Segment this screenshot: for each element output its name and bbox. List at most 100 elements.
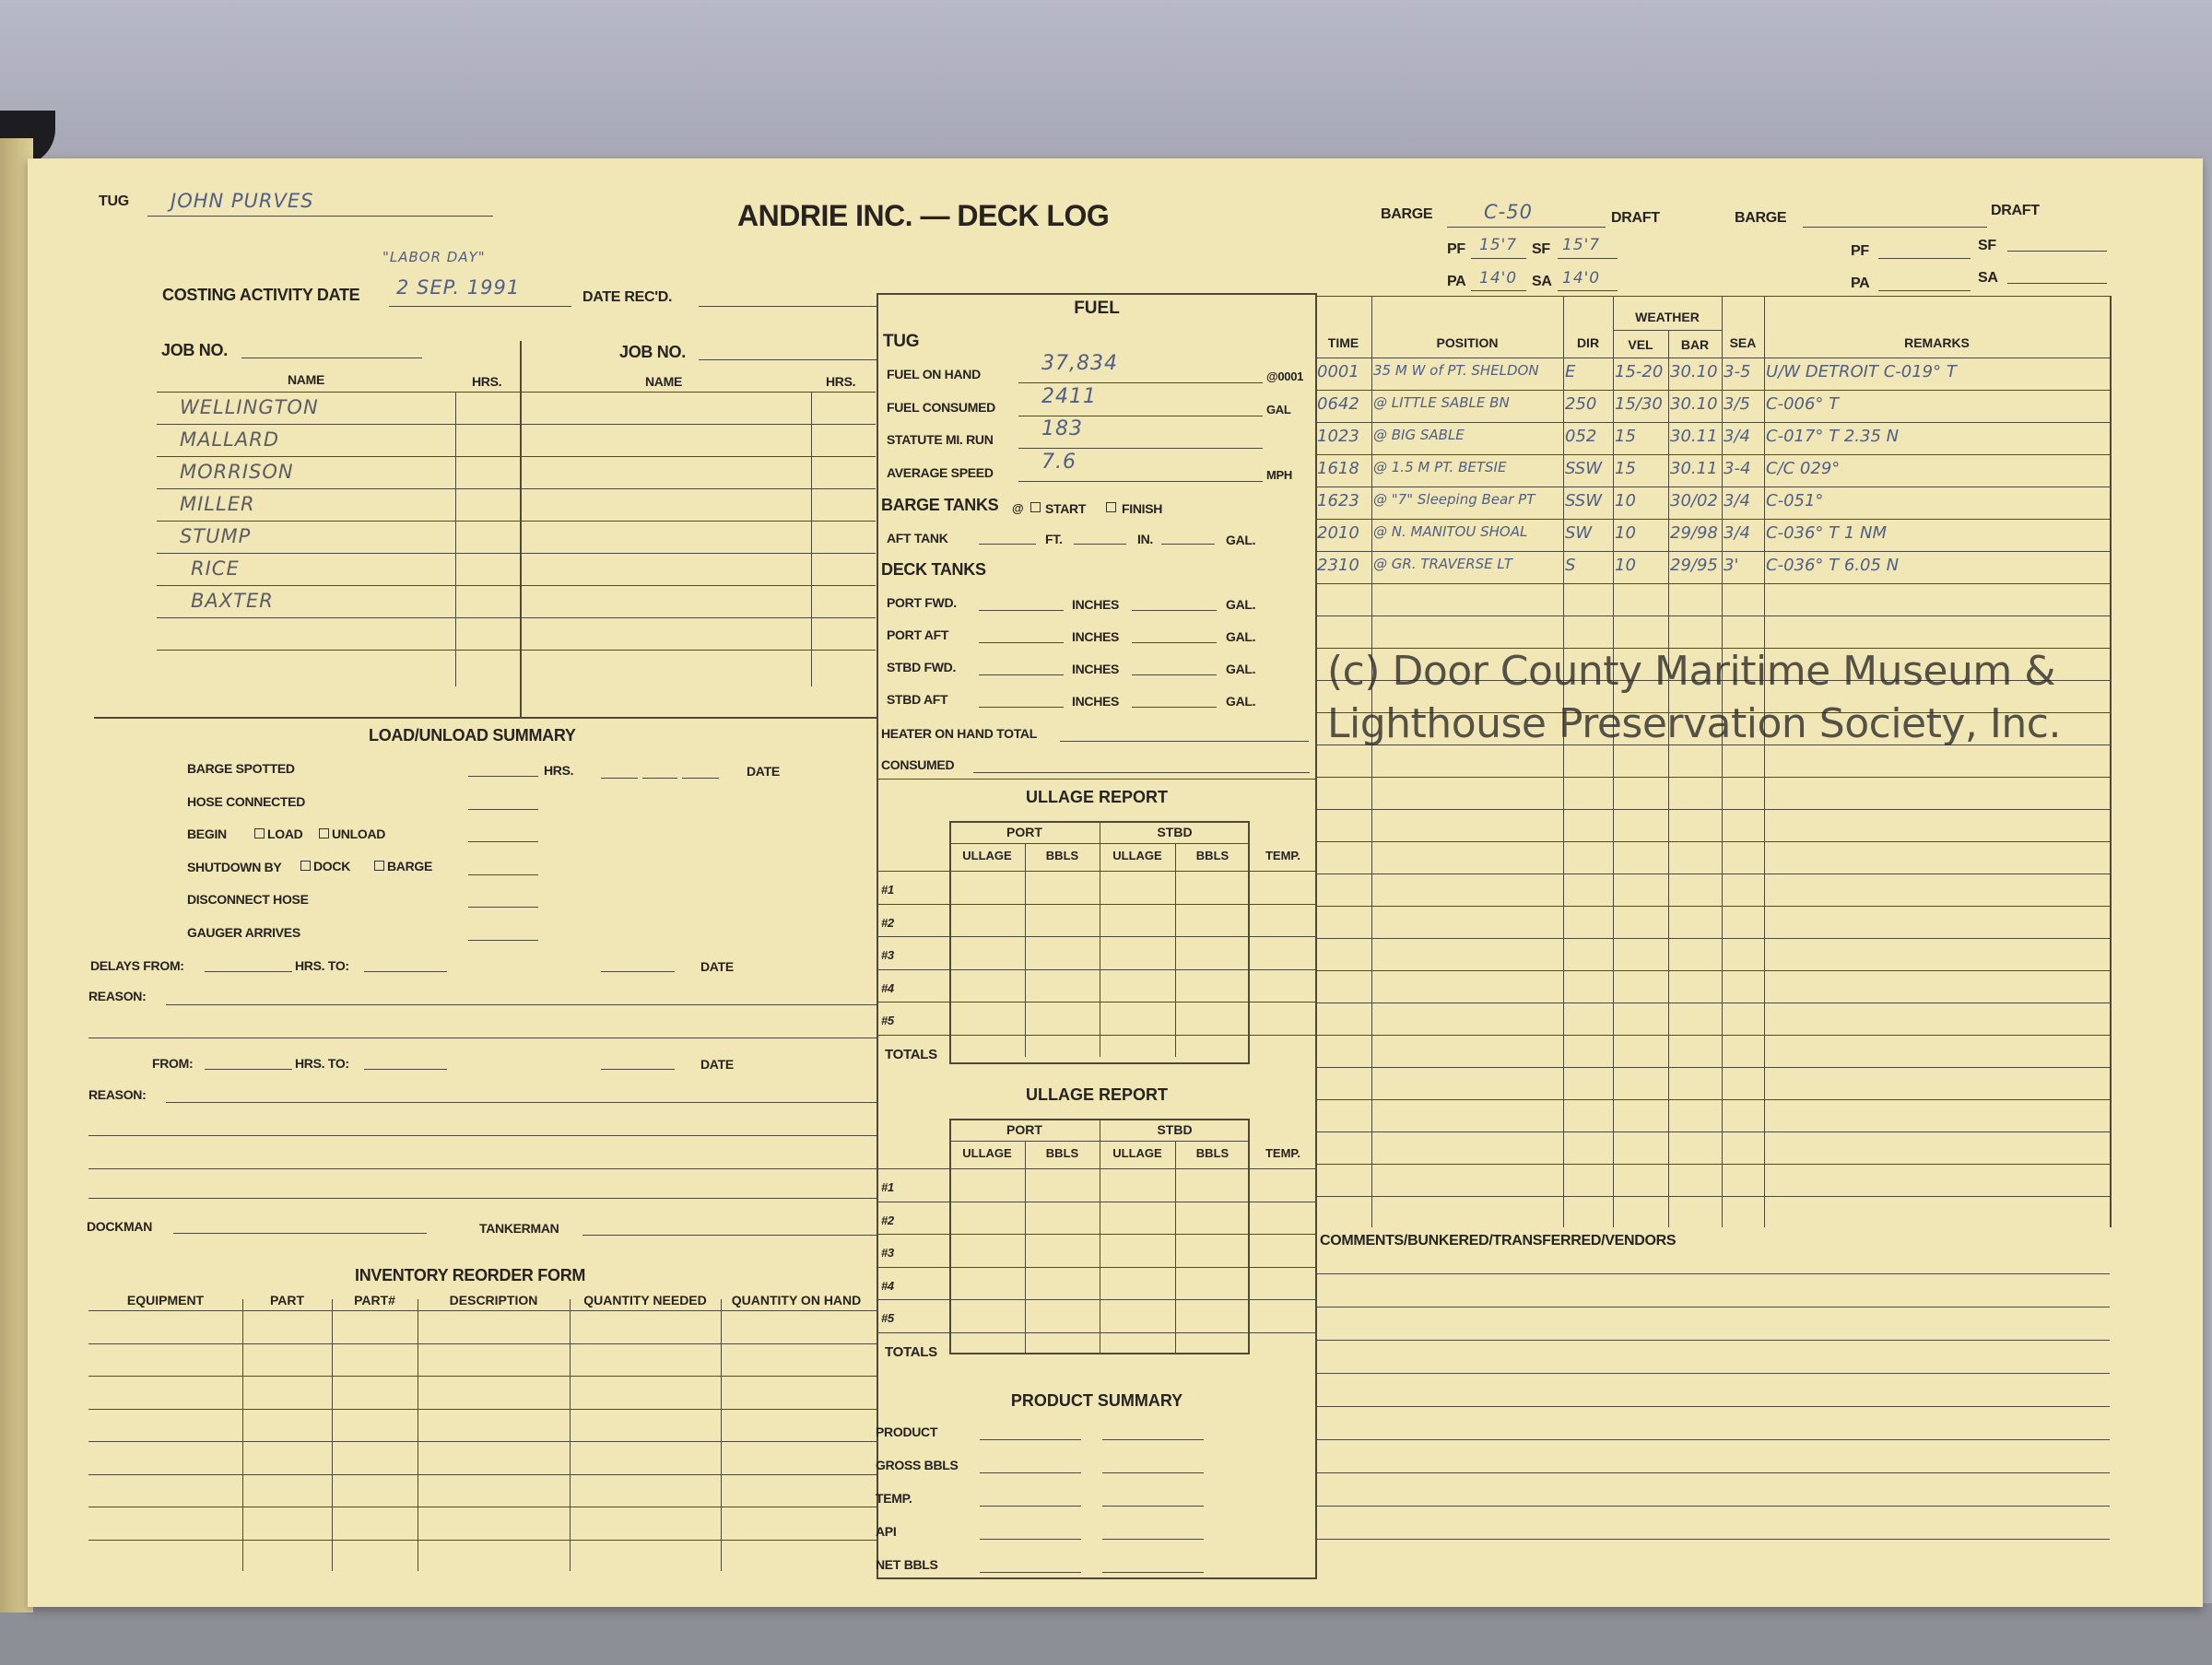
log-entry-time[interactable]: 0001 xyxy=(1317,362,1359,381)
log-entry-dir[interactable]: 052 xyxy=(1565,427,1597,446)
log-entry-position[interactable]: 35 M W of PT. SHELDON xyxy=(1373,362,1539,379)
dock-checkbox[interactable] xyxy=(300,861,311,871)
log-row-line xyxy=(1315,970,2110,971)
crew-name[interactable]: WELLINGTON xyxy=(180,396,319,418)
inventory-row-line xyxy=(88,1441,877,1442)
log-entry-remarks[interactable]: C-036° T 1 NM xyxy=(1766,523,1888,543)
average-speed-value[interactable]: 7.6 xyxy=(1041,451,1077,474)
column-divider xyxy=(455,392,456,686)
log-entry-remarks[interactable]: C-036° T 6.05 N xyxy=(1766,556,1900,575)
barge-checkbox[interactable] xyxy=(374,861,384,871)
pa-value[interactable]: 14'0 xyxy=(1479,269,1518,287)
log-entry-bar[interactable]: 30.10 xyxy=(1670,394,1718,414)
log-entry-position[interactable]: @ N. MANITOU SHOAL xyxy=(1373,523,1528,540)
log-entry-position[interactable]: @ 1.5 M PT. BETSIE xyxy=(1373,459,1507,475)
log-entry-time[interactable]: 1023 xyxy=(1317,427,1359,446)
log-entry-time[interactable]: 2010 xyxy=(1317,523,1359,543)
log-entry-position[interactable]: @ GR. TRAVERSE LT xyxy=(1373,556,1512,572)
log-entry-time[interactable]: 2310 xyxy=(1317,556,1359,575)
log-entry-sea[interactable]: 3/4 xyxy=(1724,491,1750,510)
log-entry-vel[interactable]: 15 xyxy=(1615,459,1636,478)
aft-tank-label: AFT TANK xyxy=(887,531,948,545)
ullage-row-line xyxy=(877,1267,1317,1268)
log-entry-sea[interactable]: 3-4 xyxy=(1724,459,1751,478)
log-entry-dir[interactable]: SSW xyxy=(1565,491,1603,510)
log-entry-position[interactable]: @ BIG SABLE xyxy=(1373,427,1465,443)
log-entry-sea[interactable]: 3' xyxy=(1724,556,1739,575)
log-entry-remarks[interactable]: U/W DETROIT C-019° T xyxy=(1766,362,1957,381)
port-header: PORT xyxy=(1006,1122,1042,1137)
log-entry-bar[interactable]: 30.11 xyxy=(1670,459,1718,478)
comments-row-line xyxy=(1315,1406,2110,1407)
fuel-consumed-value[interactable]: 2411 xyxy=(1041,385,1097,408)
crew-name[interactable]: RICE xyxy=(191,557,240,580)
log-entry-dir[interactable]: SSW xyxy=(1565,459,1603,478)
page-title: ANDRIE INC. — DECK LOG xyxy=(737,199,1110,232)
hrs-header-2: HRS. xyxy=(826,374,856,389)
log-row-line xyxy=(1315,809,2110,810)
log-entry-bar[interactable]: 30.11 xyxy=(1670,427,1718,446)
log-entry-bar[interactable]: 30/02 xyxy=(1670,491,1718,510)
log-entry-vel[interactable]: 10 xyxy=(1615,523,1636,543)
log-entry-vel[interactable]: 15-20 xyxy=(1615,362,1664,381)
crew-name[interactable]: BAXTER xyxy=(191,590,274,612)
sf-value[interactable]: 15'7 xyxy=(1562,236,1601,254)
log-entry-remarks[interactable]: C-006° T xyxy=(1766,394,1840,414)
column-divider xyxy=(1175,843,1176,1057)
log-entry-bar[interactable]: 29/98 xyxy=(1670,523,1718,543)
barge-value[interactable]: C-50 xyxy=(1484,201,1533,223)
rule-line xyxy=(601,1069,675,1070)
log-entry-vel[interactable]: 15 xyxy=(1615,427,1636,446)
deck-tank-label: STBD AFT xyxy=(887,692,948,707)
log-entry-dir[interactable]: E xyxy=(1565,362,1576,381)
log-entry-vel[interactable]: 10 xyxy=(1615,556,1636,575)
tug-value[interactable]: JOHN PURVES xyxy=(171,190,314,212)
log-entry-remarks[interactable]: C/C 029° xyxy=(1766,459,1841,478)
fuel-on-hand-value[interactable]: 37,834 xyxy=(1041,352,1118,375)
rule-line xyxy=(468,939,538,941)
log-entry-bar[interactable]: 30.10 xyxy=(1670,362,1718,381)
pf-label: PF xyxy=(1447,241,1465,257)
log-entry-position[interactable]: @ "7" Sleeping Bear PT xyxy=(1373,491,1535,508)
unload-checkbox[interactable] xyxy=(319,828,329,838)
costing-date-value[interactable]: 2 SEP. 1991 xyxy=(396,276,521,299)
barge-tanks-label: BARGE TANKS xyxy=(881,496,999,514)
log-entry-bar[interactable]: 29/95 xyxy=(1670,556,1718,575)
fuel-consumed-unit: GAL xyxy=(1266,403,1291,416)
log-entry-sea[interactable]: 3/4 xyxy=(1724,427,1750,446)
log-entry-time[interactable]: 0642 xyxy=(1317,394,1359,414)
tug-label: TUG xyxy=(99,193,129,209)
rule-line xyxy=(1471,258,1526,259)
start-checkbox[interactable] xyxy=(1030,502,1041,512)
finish-checkbox[interactable] xyxy=(1106,502,1116,512)
inventory-column-header: PART# xyxy=(354,1293,395,1307)
log-entry-position[interactable]: @ LITTLE SABLE BN xyxy=(1373,394,1510,411)
crew-name[interactable]: MILLER xyxy=(180,493,255,515)
log-entry-remarks[interactable]: C-051° xyxy=(1766,491,1824,510)
ullage-row-label: TOTALS xyxy=(885,1047,937,1062)
statute-miles-value[interactable]: 183 xyxy=(1041,417,1083,440)
log-entry-dir[interactable]: SW xyxy=(1565,523,1593,543)
log-entry-dir[interactable]: S xyxy=(1565,556,1576,575)
job-no-label-2: JOB NO. xyxy=(619,343,686,361)
load-checkbox[interactable] xyxy=(254,828,265,838)
crew-name[interactable]: MALLARD xyxy=(180,428,280,451)
crew-name[interactable]: MORRISON xyxy=(180,461,294,483)
log-entry-vel[interactable]: 10 xyxy=(1615,491,1636,510)
log-entry-remarks[interactable]: C-017° T 2.35 N xyxy=(1766,427,1900,446)
deck-tank-label: PORT AFT xyxy=(887,627,949,642)
log-row-line xyxy=(1315,1131,2110,1132)
log-entry-time[interactable]: 1618 xyxy=(1317,459,1359,478)
rule-line xyxy=(166,1102,877,1103)
ullage-row-label: TOTALS xyxy=(885,1344,937,1360)
hrs-to-label: HRS. TO: xyxy=(295,958,349,973)
log-entry-vel[interactable]: 15/30 xyxy=(1615,394,1663,414)
log-entry-dir[interactable]: 250 xyxy=(1565,394,1597,414)
sa-value[interactable]: 14'0 xyxy=(1562,269,1601,287)
log-entry-sea[interactable]: 3-5 xyxy=(1724,362,1751,381)
pf-value[interactable]: 15'7 xyxy=(1479,236,1518,254)
log-entry-time[interactable]: 1623 xyxy=(1317,491,1359,510)
log-entry-sea[interactable]: 3/4 xyxy=(1724,523,1750,543)
log-entry-sea[interactable]: 3/5 xyxy=(1724,394,1750,414)
crew-name[interactable]: STUMP xyxy=(180,525,252,547)
